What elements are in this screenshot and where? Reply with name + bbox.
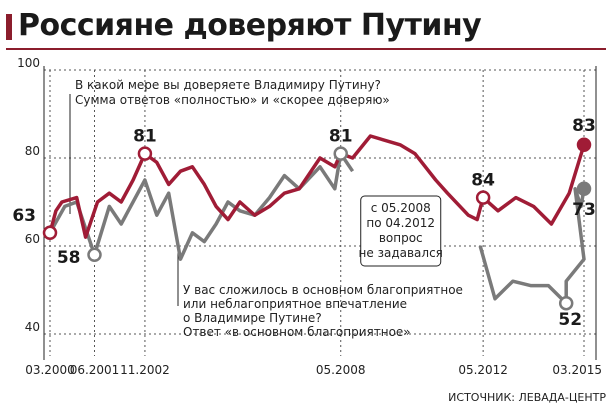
x-tick-label: 03.2000 xyxy=(25,363,75,377)
trust-value-label: 63 xyxy=(12,206,36,226)
y-tick-label: 40 xyxy=(25,320,40,334)
favorable-value-label: 73 xyxy=(572,200,596,220)
y-tick-label: 80 xyxy=(25,144,40,158)
chart-title: Россияне доверяют Путину xyxy=(18,8,482,43)
trust-question-annotation: В какой мере вы доверяете Владимиру Пути… xyxy=(69,78,390,214)
x-tick-label: 06.2001 xyxy=(70,363,120,377)
favorable-question: У вас сложилось в основном благоприятное… xyxy=(183,283,467,325)
trust-value-label: 81 xyxy=(133,127,157,147)
favorable-marker xyxy=(576,181,592,197)
source-credit: ИСТОЧНИК: ЛЕВАДА-ЦЕНТР xyxy=(448,391,606,404)
title-bar: Россияне доверяют Путину xyxy=(0,0,612,50)
favorable-value-label: 52 xyxy=(558,310,582,330)
gap-text-line: по 04.2012 xyxy=(366,216,435,230)
favorable-marker xyxy=(558,295,574,311)
x-tick-label: 03.2015 xyxy=(552,363,602,377)
favorable-question-line-3: о Владимире Путине? xyxy=(183,311,322,325)
favorable-question-annotation: У вас сложилось в основном благоприятное… xyxy=(177,249,467,339)
favorable-value-label: 58 xyxy=(57,248,81,268)
title-accent xyxy=(6,14,12,40)
favorable-marker xyxy=(333,146,348,161)
chart-frame: 40 60 80 100 03.2000 06.2001 11.2002 05.2008 05… xyxy=(0,56,612,411)
gap-text-line: вопрос xyxy=(379,231,423,245)
gap-text-line: не задавался xyxy=(359,246,443,260)
x-tick-label: 05.2012 xyxy=(458,363,508,377)
trust-answer: Сумма ответов «полностью» и «скорее дове… xyxy=(75,93,390,107)
trust-marker xyxy=(42,225,58,241)
favorable-question-line-1: У вас сложилось в основном благоприятное xyxy=(183,283,463,297)
y-tick-label: 60 xyxy=(25,232,40,246)
x-tick-label: 05.2008 xyxy=(316,363,366,377)
y-tick-label: 100 xyxy=(17,56,40,70)
trust-line xyxy=(48,134,586,239)
trust-value-label: 84 xyxy=(471,171,495,191)
trust-value-label: 83 xyxy=(572,116,596,136)
series-layer xyxy=(48,134,586,305)
y-axis: 40 60 80 100 xyxy=(17,56,40,334)
trust-marker xyxy=(475,190,491,205)
gap-box xyxy=(360,195,442,267)
trust-question: В какой мере вы доверяете Владимиру Пути… xyxy=(75,78,381,92)
favorable-marker xyxy=(87,247,102,263)
grid xyxy=(43,66,598,360)
trust-marker xyxy=(137,146,153,161)
favorable-answer: Ответ «в основном благоприятное» xyxy=(183,325,411,339)
trust-marker xyxy=(576,137,592,153)
data-labels: 63 81 84 83 58 81 52 73 xyxy=(12,116,596,330)
favorable-value-label: 81 xyxy=(329,127,353,147)
title-rule xyxy=(6,48,606,50)
gap-text-line: с 05.2008 xyxy=(371,201,431,215)
favorable-question-line-2: или неблагоприятное впечатление xyxy=(183,297,407,311)
x-tick-label: 11.2002 xyxy=(120,363,170,377)
